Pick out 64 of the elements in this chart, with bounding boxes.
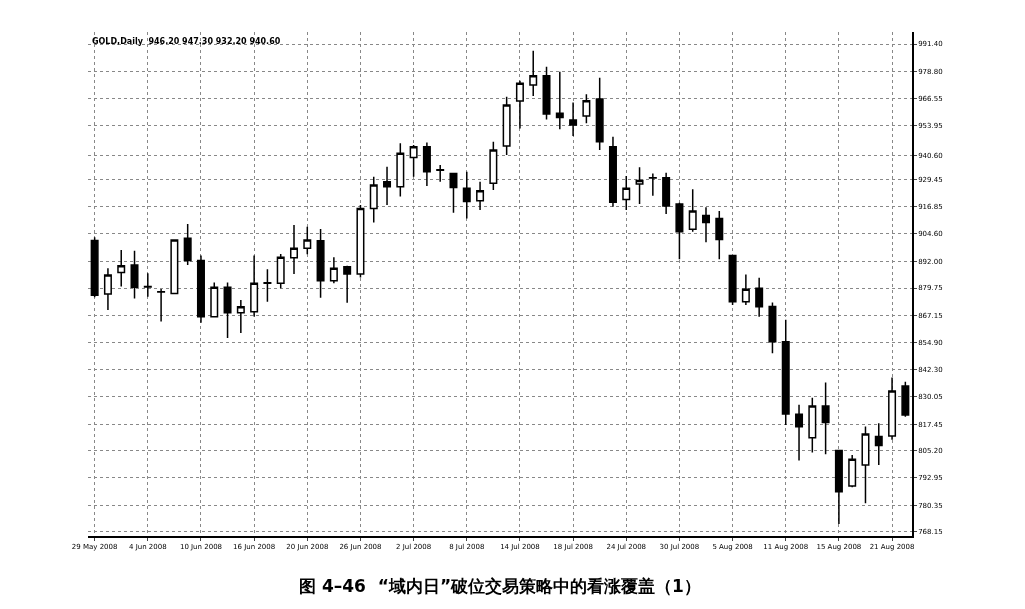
candlestick bbox=[755, 276, 764, 318]
candlestick bbox=[196, 254, 205, 324]
candlestick bbox=[834, 449, 843, 525]
candlestick bbox=[821, 381, 830, 456]
candlestick bbox=[688, 188, 697, 233]
candlestick bbox=[648, 172, 657, 197]
candlestick bbox=[701, 206, 711, 243]
candlestick bbox=[90, 236, 99, 299]
candlestick bbox=[117, 249, 126, 288]
candlestick bbox=[622, 175, 631, 211]
candlestick bbox=[582, 93, 591, 125]
candlestick bbox=[422, 141, 431, 187]
candlestick bbox=[741, 273, 750, 306]
candlestick bbox=[329, 256, 338, 285]
candlestick bbox=[888, 376, 897, 441]
candlestick bbox=[662, 172, 671, 215]
candlestick bbox=[396, 142, 405, 198]
candlestick bbox=[608, 135, 617, 208]
candlestick bbox=[183, 223, 192, 266]
candlestick bbox=[781, 319, 790, 426]
candlestick bbox=[476, 180, 485, 211]
candlestick bbox=[502, 95, 511, 156]
candlestick bbox=[449, 172, 458, 214]
candlestick bbox=[515, 79, 524, 130]
candlestick bbox=[223, 281, 232, 339]
candlestick bbox=[276, 253, 285, 290]
candlestick bbox=[343, 264, 352, 304]
caption: 图 4–46 “域内日”破位交易策略中的看涨覆盖（1） bbox=[299, 576, 701, 596]
candlestick bbox=[157, 288, 166, 323]
candlestick bbox=[143, 272, 152, 298]
candlestick bbox=[303, 225, 312, 256]
candlestick bbox=[462, 170, 471, 220]
candlestick bbox=[861, 425, 870, 504]
candlestick bbox=[675, 201, 684, 261]
candlestick bbox=[369, 175, 378, 224]
candlestick bbox=[436, 164, 445, 183]
candlestick bbox=[635, 166, 644, 205]
candlestick bbox=[383, 165, 392, 206]
candlestick bbox=[901, 380, 910, 418]
candlestick bbox=[874, 422, 883, 466]
candlestick bbox=[795, 404, 804, 462]
candlestick bbox=[715, 210, 724, 261]
candlestick bbox=[529, 50, 538, 97]
candlestick bbox=[356, 204, 365, 279]
candlestick bbox=[170, 238, 179, 295]
candlestick bbox=[236, 299, 245, 334]
text: GOLD,Daily 946.20 947.30 932.20 940.60 bbox=[92, 37, 281, 46]
candlestick bbox=[595, 76, 604, 151]
candlestick bbox=[848, 454, 857, 489]
candlestick bbox=[808, 396, 817, 454]
candlestick bbox=[409, 144, 418, 178]
candlestick bbox=[263, 268, 272, 303]
candlestick bbox=[569, 101, 578, 137]
candlestick bbox=[728, 254, 737, 306]
candlestick bbox=[130, 250, 139, 300]
candlestick bbox=[210, 281, 219, 319]
candlestick bbox=[555, 71, 564, 131]
candlestick bbox=[289, 224, 299, 275]
candlestick bbox=[489, 140, 498, 191]
candlestick bbox=[250, 254, 259, 318]
candlestick bbox=[316, 228, 325, 299]
candlestick bbox=[768, 301, 777, 355]
candlestick bbox=[542, 66, 551, 121]
candlestick bbox=[103, 267, 112, 311]
